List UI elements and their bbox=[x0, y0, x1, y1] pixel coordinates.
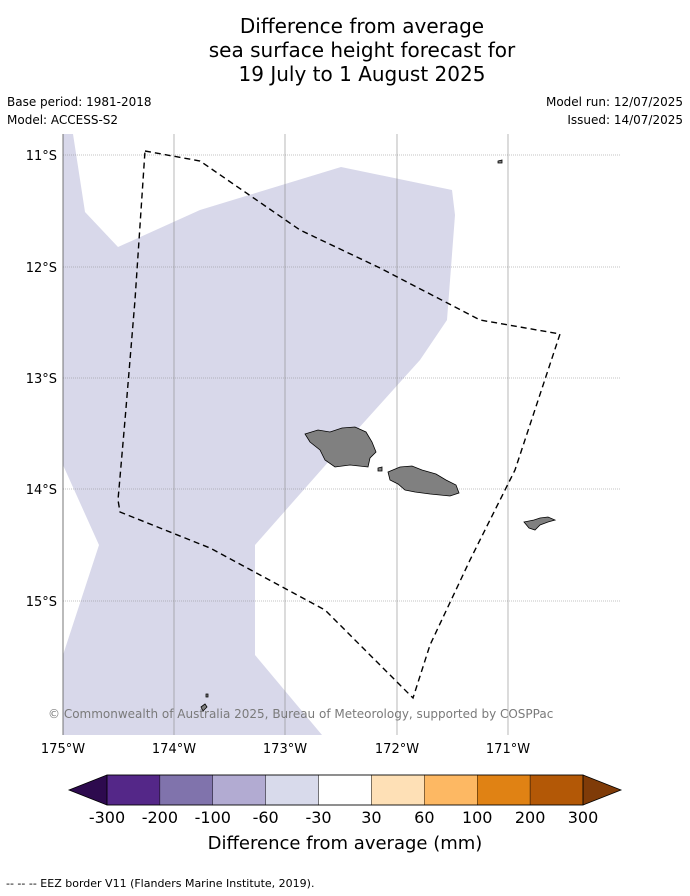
anomaly-region bbox=[63, 134, 455, 735]
title-line-1: Difference from average bbox=[239, 14, 485, 38]
lat-labels: 11°S 12°S 13°S 14°S 15°S bbox=[26, 149, 57, 610]
colorbar-bin bbox=[212, 774, 266, 806]
colorbar-label: -200 bbox=[141, 808, 179, 827]
island-upolu bbox=[387, 465, 460, 497]
island-savaii bbox=[304, 426, 377, 468]
lat-label: 15°S bbox=[26, 595, 57, 610]
colorbar-title: Difference from average (mm) bbox=[207, 833, 483, 854]
lat-label: 11°S bbox=[26, 149, 57, 164]
colorbar-label: -60 bbox=[252, 808, 279, 827]
island-south-islet-b bbox=[205, 693, 209, 698]
colorbar-label: 60 bbox=[414, 808, 435, 827]
lon-label: 171°W bbox=[486, 742, 530, 757]
colorbar-label: 30 bbox=[361, 808, 382, 827]
anomaly-fill bbox=[63, 134, 455, 735]
figure-title: Difference from average sea surface heig… bbox=[0, 14, 690, 86]
colorbar-bin bbox=[265, 774, 319, 806]
colorbar-label: -300 bbox=[88, 808, 126, 827]
colorbar-label: -100 bbox=[194, 808, 231, 827]
island-north-islet bbox=[497, 159, 503, 164]
colorbar-bin bbox=[424, 774, 478, 806]
colorbar-bin bbox=[106, 774, 161, 806]
colorbar-bin bbox=[477, 774, 531, 806]
colorbar-bin bbox=[318, 774, 372, 806]
base-period: Base period: 1981-2018 bbox=[7, 95, 152, 109]
model-name: Model: ACCESS-S2 bbox=[7, 113, 119, 127]
issued-date: Issued: 14/07/2025 bbox=[567, 113, 683, 127]
colorbar-label: 200 bbox=[514, 808, 546, 827]
lat-label: 14°S bbox=[26, 483, 57, 498]
colorbar-low-extend bbox=[69, 775, 107, 805]
title-line-3: 19 July to 1 August 2025 bbox=[238, 62, 486, 86]
lon-label: 175°W bbox=[41, 742, 85, 757]
land bbox=[200, 159, 557, 712]
lon-labels: 175°W 174°W 173°W 172°W 171°W bbox=[41, 742, 530, 757]
colorbar-bin bbox=[529, 774, 584, 806]
colorbar-bin bbox=[371, 774, 425, 806]
colorbar-high-extend bbox=[583, 775, 621, 805]
title-line-2: sea surface height forecast for bbox=[208, 38, 516, 62]
colorbar bbox=[67, 774, 623, 806]
lat-label: 12°S bbox=[26, 261, 57, 276]
colorbar-bin bbox=[159, 774, 213, 806]
island-south-islet-a bbox=[200, 703, 208, 712]
island-tutuila bbox=[523, 516, 557, 531]
lon-label: 172°W bbox=[375, 742, 419, 757]
colorbar-label: -30 bbox=[305, 808, 332, 827]
model-run: Model run: 12/07/2025 bbox=[545, 95, 683, 109]
copyright-notice: © Commonwealth of Australia 2025, Bureau… bbox=[48, 707, 553, 721]
eez-legend: -- -- -- EEZ border V11 (Flanders Marine… bbox=[6, 877, 315, 890]
colorbar-label: 100 bbox=[461, 808, 493, 827]
gridlines bbox=[63, 134, 620, 735]
lat-label: 13°S bbox=[26, 372, 57, 387]
colorbar-high-outline bbox=[582, 774, 623, 806]
eez-border bbox=[117, 150, 561, 700]
colorbar-label: 300 bbox=[567, 808, 599, 827]
lon-label: 173°W bbox=[263, 742, 307, 757]
colorbar-frame bbox=[106, 774, 584, 806]
island-manono bbox=[377, 466, 383, 472]
colorbar-low-outline bbox=[67, 774, 108, 806]
lon-label: 174°W bbox=[152, 742, 196, 757]
